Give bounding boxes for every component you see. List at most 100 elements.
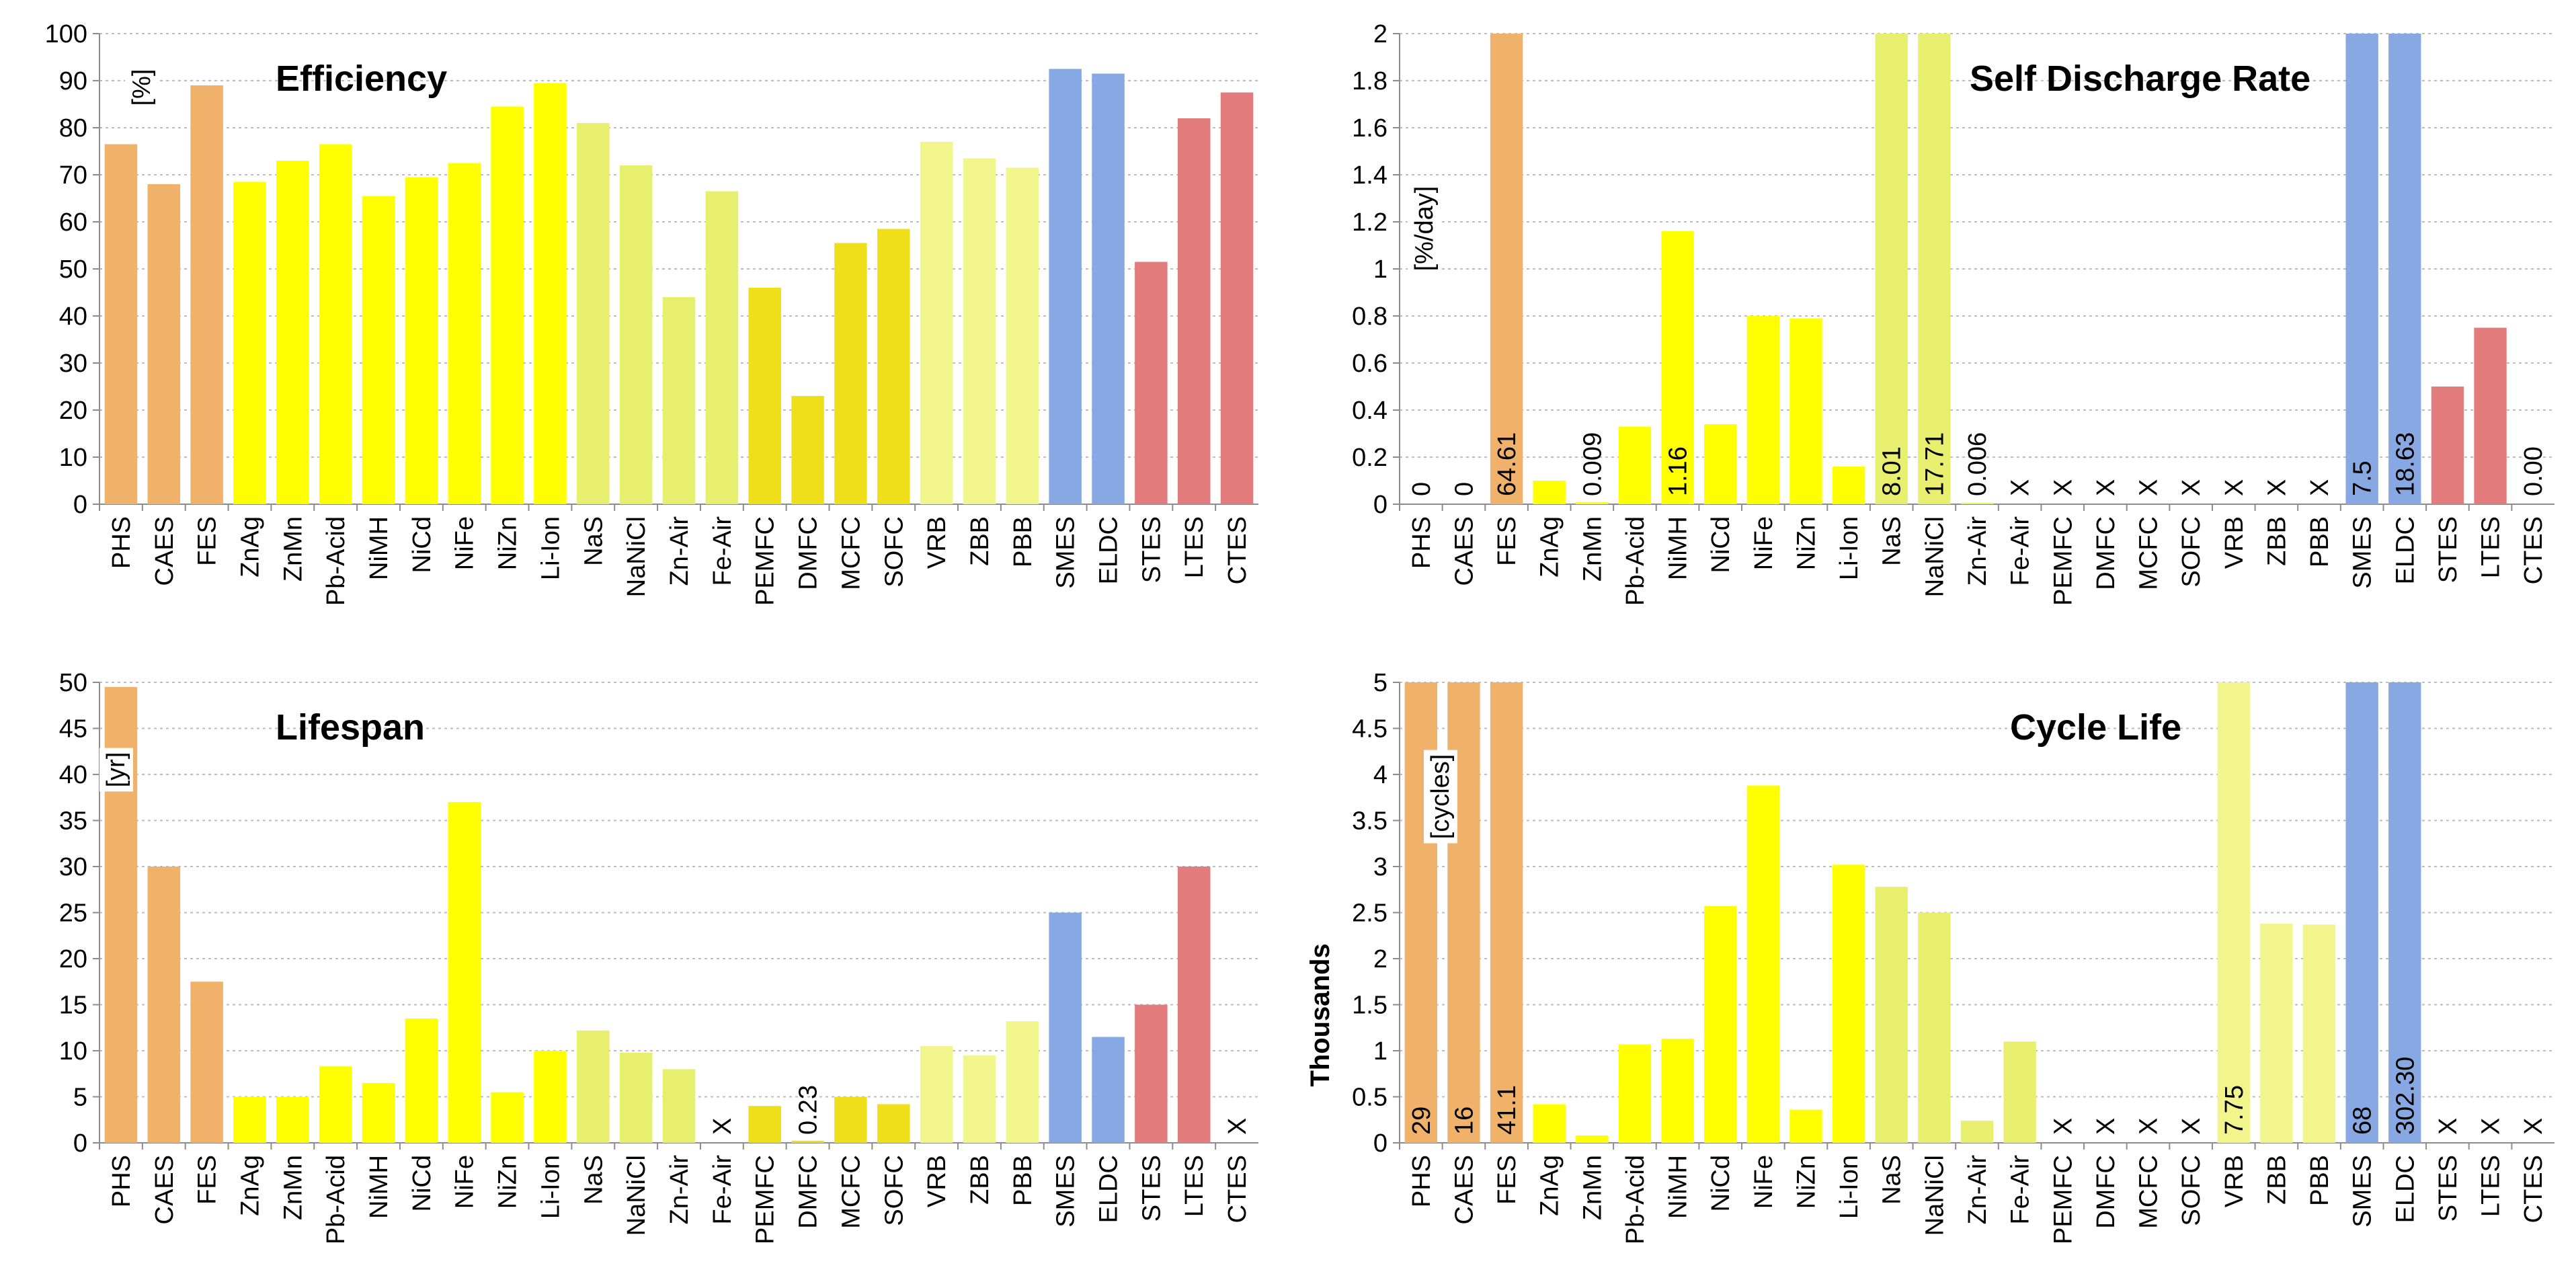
category-label: ZnAg xyxy=(236,516,264,577)
y-tick-label: 90 xyxy=(59,67,87,95)
y-unit-label: [yr] xyxy=(102,752,130,788)
bar-pbb xyxy=(2302,924,2336,1143)
category-label: ZnMn xyxy=(279,1155,307,1220)
y-tick-label: 4.5 xyxy=(1352,715,1387,744)
category-label: CAES xyxy=(1450,1155,1478,1224)
bar-fes xyxy=(190,981,223,1143)
bar-nicd xyxy=(405,1018,438,1143)
y-axis-secondary-label: Thousands xyxy=(1305,943,1335,1086)
bar-nas xyxy=(1875,34,1908,504)
category-label: SMES xyxy=(1052,516,1080,589)
y-unit-label-group: [%/day] xyxy=(1408,182,1441,276)
bar-eldc xyxy=(2388,682,2421,1143)
y-tick-label: 3 xyxy=(1373,853,1387,881)
category-label: PBB xyxy=(1009,516,1037,567)
category-label: SOFC xyxy=(2177,1155,2206,1226)
y-tick-label: 0.4 xyxy=(1352,397,1387,425)
data-label: 17.71 xyxy=(1921,432,1949,496)
bar-mcfc xyxy=(834,1096,867,1143)
bar-ltes xyxy=(1177,867,1211,1143)
data-label: 16 xyxy=(1450,1107,1478,1135)
y-tick-label: 0 xyxy=(1373,491,1387,519)
data-label: 0.23 xyxy=(795,1085,823,1135)
category-label: NaNiCl xyxy=(622,1155,651,1236)
category-label: Li-Ion xyxy=(1835,516,1863,580)
category-label: Pb-Acid xyxy=(322,1155,350,1244)
category-label: CTES xyxy=(2520,516,2548,584)
category-label: CTES xyxy=(1223,1155,1252,1223)
y-tick-label: 1.4 xyxy=(1352,161,1387,190)
y-unit-label-group: [yr] xyxy=(99,748,133,792)
bar-vrb xyxy=(920,142,953,504)
category-label: PBB xyxy=(2306,516,2334,567)
bar-nanicl xyxy=(1918,912,1951,1143)
bar-stes xyxy=(1135,1004,1168,1143)
bar-nife xyxy=(448,163,481,504)
data-label: X xyxy=(2220,479,2249,496)
bar-nizn xyxy=(1789,318,1822,504)
chart-panel-4: 0 0.5 1 1.5 2 2.5 3 3.5 4 4.5 5 PHS 29 CAES 16 FES 41.1 Z… xyxy=(1305,669,2554,1244)
chart-panel-2: 0 0.2 0.4 0.6 0.8 1 1.2 1.4 1.6 1.8 2 PHS 0 CAES 0 FES 6… xyxy=(1352,20,2554,606)
category-label: PHS xyxy=(1408,1155,1436,1207)
y-tick-label: 20 xyxy=(59,945,87,973)
category-label: NiFe xyxy=(451,516,479,570)
data-label: X xyxy=(2049,1118,2077,1135)
category-label: LTES xyxy=(1180,516,1209,578)
bar-phs xyxy=(104,144,138,504)
category-label: NaS xyxy=(579,1155,608,1205)
category-label: PBB xyxy=(2306,1155,2334,1206)
y-tick-label: 45 xyxy=(59,715,87,744)
y-tick-label: 35 xyxy=(59,807,87,836)
category-label: NiFe xyxy=(1750,1155,1778,1209)
y-tick-label: 0 xyxy=(73,1129,87,1158)
data-label: 41.1 xyxy=(1493,1085,1521,1135)
data-label: 0.009 xyxy=(1578,432,1607,496)
y-tick-label: 20 xyxy=(59,397,87,425)
bar-eldc xyxy=(1092,1037,1125,1143)
y-tick-label: 1.5 xyxy=(1352,992,1387,1020)
category-label: CTES xyxy=(2520,1155,2548,1223)
bar-nizn xyxy=(491,1092,524,1143)
category-label: ZBB xyxy=(966,516,994,566)
bar-nizn xyxy=(1789,1109,1822,1143)
category-label: STES xyxy=(1137,1155,1166,1221)
category-label: Pb-Acid xyxy=(1621,1155,1650,1244)
category-label: Li-Ion xyxy=(536,1155,565,1219)
y-tick-label: 40 xyxy=(59,761,87,789)
data-label: 64.61 xyxy=(1493,432,1521,496)
category-label: STES xyxy=(2434,516,2462,583)
bar-pb-acid xyxy=(1618,426,1652,504)
bar-znag xyxy=(1533,481,1566,504)
y-tick-label: 2 xyxy=(1373,20,1387,48)
category-label: FES xyxy=(194,516,222,566)
bar-nas xyxy=(577,1030,610,1143)
category-label: NaNiCl xyxy=(1921,516,1949,597)
bar-vrb xyxy=(2217,682,2250,1143)
bar-ctes xyxy=(1220,92,1254,504)
category-label: NaS xyxy=(579,516,608,566)
y-tick-label: 0.5 xyxy=(1352,1084,1387,1112)
bar-ltes xyxy=(2474,327,2507,504)
bar-fes xyxy=(1490,682,1523,1143)
y-tick-label: 3.5 xyxy=(1352,807,1387,836)
category-label: MCFC xyxy=(837,1155,865,1229)
data-label: X xyxy=(2263,479,2291,496)
category-label: Pb-Acid xyxy=(1621,516,1650,606)
category-label: NiZn xyxy=(494,516,522,570)
data-label: X xyxy=(2177,479,2206,496)
category-label: VRB xyxy=(923,1155,951,1207)
category-label: NiZn xyxy=(494,1155,522,1209)
bar-zn-air xyxy=(662,297,696,504)
category-label: VRB xyxy=(923,516,951,569)
category-label: Li-Ion xyxy=(536,516,565,580)
y-tick-label: 1.6 xyxy=(1352,114,1387,143)
category-label: Fe-Air xyxy=(2007,1155,2035,1225)
y-tick-label: 30 xyxy=(59,350,87,378)
y-unit-label-box xyxy=(1424,750,1457,844)
bar-pb-acid xyxy=(319,1066,352,1143)
data-label: 1.16 xyxy=(1664,446,1693,496)
bar-zn-air xyxy=(1960,502,1994,504)
bar-eldc xyxy=(1092,73,1125,504)
bar-znmn xyxy=(1576,1135,1609,1143)
chart-title: Lifespan xyxy=(276,707,425,748)
